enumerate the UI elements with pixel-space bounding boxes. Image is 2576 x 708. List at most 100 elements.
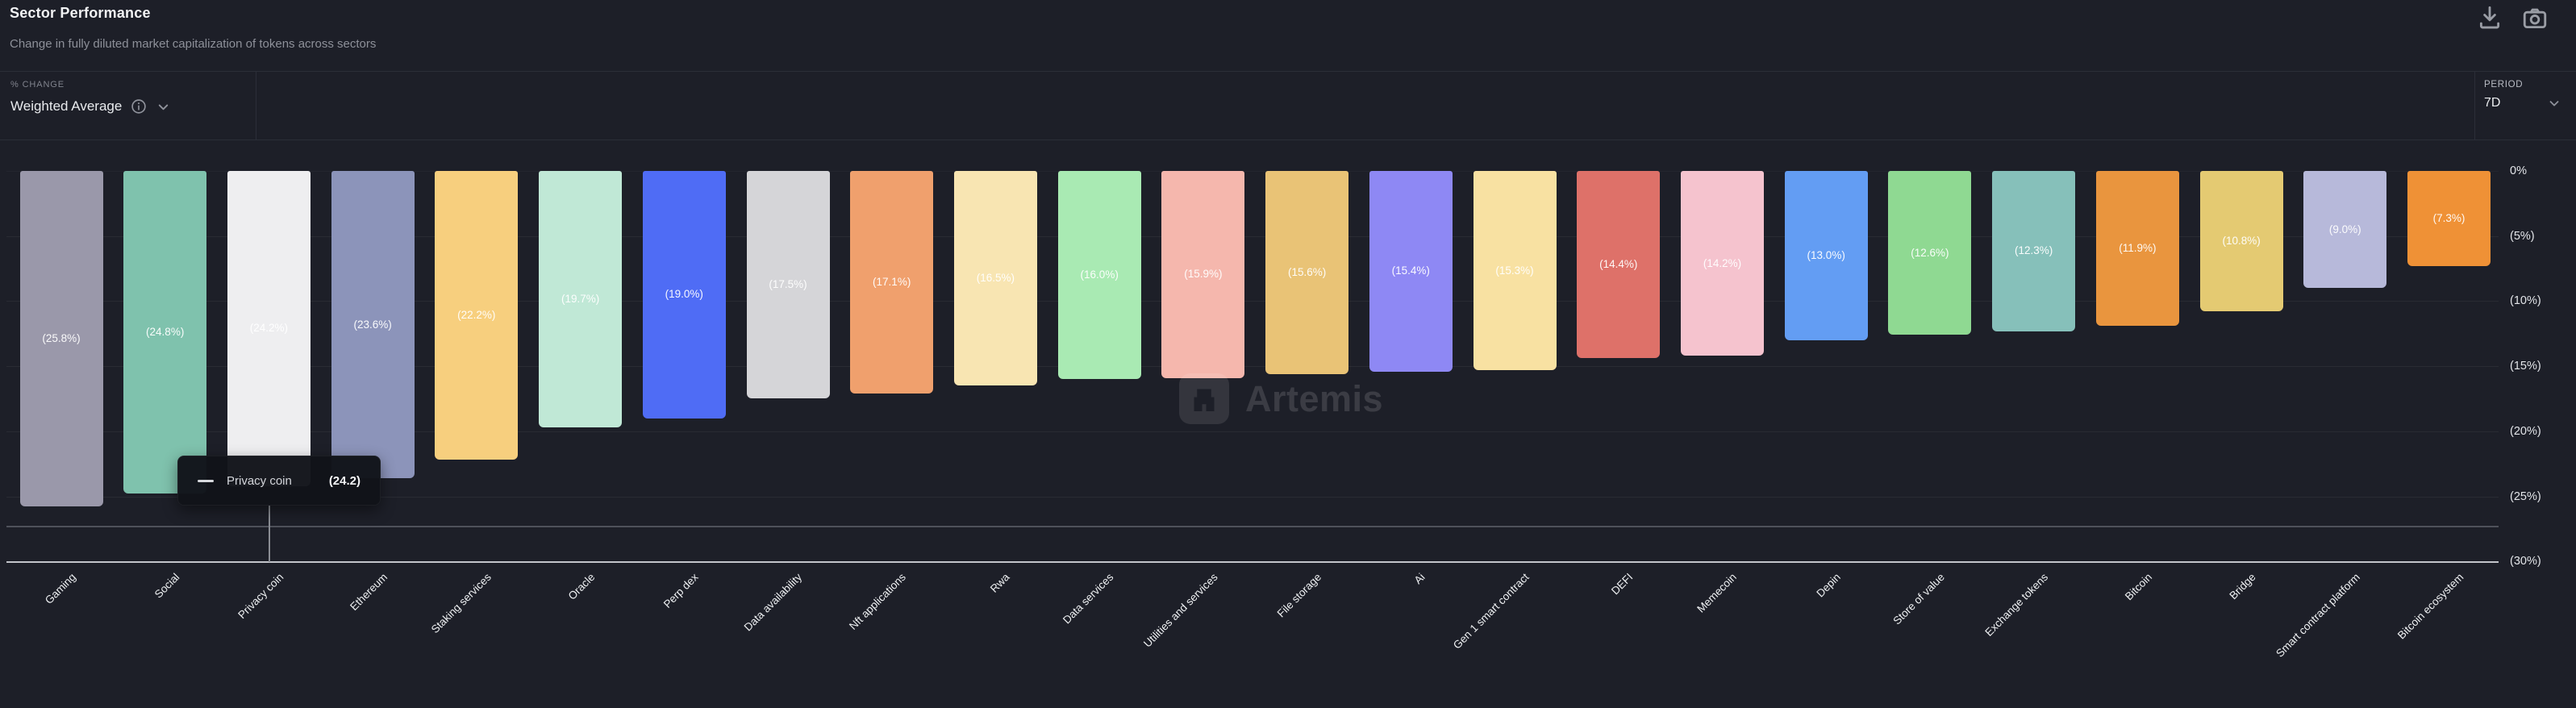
x-axis-label-data-services: Data services: [1061, 571, 1116, 627]
bar-memecoin[interactable]: (14.2%): [1681, 171, 1764, 356]
bar-nft-applications[interactable]: (17.1%): [850, 171, 934, 394]
bar-data-availability[interactable]: (17.5%): [746, 171, 830, 399]
bar-gen-1-smart-contract[interactable]: (15.3%): [1473, 171, 1557, 370]
y-gridline-20: [6, 431, 2499, 432]
bar-value-label: (16.5%): [976, 272, 1015, 285]
x-axis-label-defi: DEFI: [1609, 571, 1636, 598]
bar-staking-services[interactable]: (22.2%): [435, 171, 519, 460]
x-axis-label-smart-contract-platform: Smart contract platform: [2273, 571, 2362, 660]
x-axis-label-oracle: Oracle: [565, 571, 598, 602]
bar-privacy-coin[interactable]: (24.2%): [227, 171, 311, 486]
tooltip-crosshair-line: [269, 506, 270, 562]
x-axis-label-bridge: Bridge: [2227, 571, 2258, 602]
y-axis-label-30: (30%): [2510, 555, 2541, 568]
y-gridline-5: [6, 235, 2499, 237]
y-gridline-15: [6, 366, 2499, 368]
x-axis-label-privacy-coin: Privacy coin: [235, 571, 286, 622]
x-axis-label-store-of-value: Store of value: [1890, 571, 1947, 627]
x-axis-label-data-availability: Data availability: [742, 571, 805, 634]
page-subtitle: Change in fully diluted market capitaliz…: [10, 37, 377, 51]
x-axis-label-bitcoin-ecosystem: Bitcoin ecosystem: [2395, 571, 2466, 642]
bar-ai[interactable]: (15.4%): [1369, 171, 1453, 372]
metric-value: Weighted Average: [10, 98, 123, 114]
bar-social[interactable]: (24.8%): [123, 171, 207, 494]
download-icon: [2476, 6, 2503, 35]
download-button[interactable]: [2476, 3, 2503, 32]
chart-tooltip: Privacy coin (24.2): [177, 456, 381, 506]
bar-value-label: (17.1%): [873, 276, 911, 288]
camera-button[interactable]: [2521, 3, 2549, 32]
bar-value-label: (15.9%): [1184, 268, 1223, 281]
bar-value-label: (24.2%): [249, 322, 289, 335]
bar-perp-dex[interactable]: (19.0%): [642, 171, 726, 419]
bar-store-of-value[interactable]: (12.6%): [1888, 171, 1972, 335]
y-axis-label-25: (25%): [2510, 489, 2541, 503]
bar-rwa[interactable]: (16.5%): [953, 171, 1037, 386]
bar-gaming[interactable]: (25.8%): [19, 171, 103, 507]
chevron-down-icon: [2547, 96, 2561, 110]
bar-value-label: (16.0%): [1080, 269, 1119, 281]
tooltip-series-marker: [198, 479, 214, 482]
period-value: 7D: [2484, 96, 2501, 110]
chart-controls-bar: % CHANGE Weighted Average PERIOD 7D: [0, 71, 2576, 140]
bar-exchange-tokens[interactable]: (12.3%): [1992, 171, 2076, 331]
y-axis-label-10: (10%): [2510, 294, 2541, 308]
y-axis-label-5: (5%): [2510, 229, 2535, 243]
x-axis-label-file-storage: File storage: [1274, 571, 1324, 620]
bar-defi[interactable]: (14.4%): [1577, 171, 1661, 359]
bar-smart-contract-platform[interactable]: (9.0%): [2303, 171, 2387, 289]
bar-ethereum[interactable]: (23.6%): [331, 171, 415, 478]
bar-value-label: (17.5%): [769, 278, 807, 291]
y-axis-label-15: (15%): [2510, 360, 2541, 373]
page-title: Sector Performance: [10, 5, 151, 21]
bar-value-label: (15.3%): [1495, 264, 1534, 277]
bar-value-label: (19.7%): [561, 293, 600, 305]
plot-bottom-line: [6, 526, 2499, 527]
bar-bridge[interactable]: (10.8%): [2199, 171, 2283, 312]
bar-oracle[interactable]: (19.7%): [539, 171, 623, 427]
bar-depin[interactable]: (13.0%): [1784, 171, 1868, 340]
bar-value-label: (14.4%): [1599, 258, 1638, 271]
bar-value-label: (25.8%): [42, 332, 81, 345]
y-axis-label-0: 0%: [2510, 165, 2527, 177]
bar-value-label: (15.4%): [1391, 264, 1430, 277]
camera-icon: [2521, 8, 2549, 35]
y-axis-label-20: (20%): [2510, 424, 2541, 438]
bar-data-services[interactable]: (16.0%): [1057, 171, 1141, 380]
x-axis-line: [6, 561, 2499, 563]
tooltip-series-name: Privacy coin: [227, 473, 292, 488]
x-axis-label-utilities-and-services: Utilities and services: [1140, 571, 1220, 650]
bar-value-label: (9.0%): [2328, 223, 2361, 235]
bar-utilities-and-services[interactable]: (15.9%): [1161, 171, 1245, 378]
x-axis-label-perp-dex: Perp dex: [661, 571, 701, 610]
period-dropdown[interactable]: PERIOD 7D: [2484, 80, 2565, 110]
bar-bitcoin-ecosystem[interactable]: (7.3%): [2407, 171, 2491, 266]
x-axis-label-memecoin: Memecoin: [1694, 571, 1740, 615]
bar-value-label: (11.9%): [2119, 242, 2157, 254]
bar-value-label: (24.8%): [146, 326, 185, 339]
bar-value-label: (10.8%): [2222, 235, 2261, 248]
metric-dropdown[interactable]: % CHANGE Weighted Average: [10, 80, 171, 115]
x-axis-label-ai: Ai: [1411, 571, 1428, 587]
x-axis-label-bitcoin: Bitcoin: [2122, 571, 2155, 603]
bar-value-label: (12.6%): [1911, 246, 1949, 259]
x-axis-label-rwa: Rwa: [988, 571, 1013, 595]
bar-bitcoin[interactable]: (11.9%): [2095, 171, 2179, 327]
bar-value-label: (12.3%): [2014, 244, 2053, 257]
bar-file-storage[interactable]: (15.6%): [1265, 171, 1349, 374]
x-axis-label-nft-applications: Nft applications: [847, 571, 909, 632]
bar-value-label: (22.2%): [457, 309, 496, 322]
bar-value-label: (14.2%): [1703, 256, 1742, 269]
x-axis-label-exchange-tokens: Exchange tokens: [1982, 571, 2051, 639]
y-gridline-10: [6, 301, 2499, 302]
tooltip-value: (24.2): [328, 473, 361, 488]
bar-value-label: (7.3%): [2432, 211, 2466, 224]
x-axis-label-depin: Depin: [1814, 571, 1843, 600]
divider: [2474, 72, 2475, 140]
x-axis-label-ethereum: Ethereum: [347, 571, 390, 613]
info-icon[interactable]: [130, 98, 148, 115]
period-label: PERIOD: [2484, 80, 2524, 90]
x-axis-label-staking-services: Staking services: [428, 571, 494, 636]
